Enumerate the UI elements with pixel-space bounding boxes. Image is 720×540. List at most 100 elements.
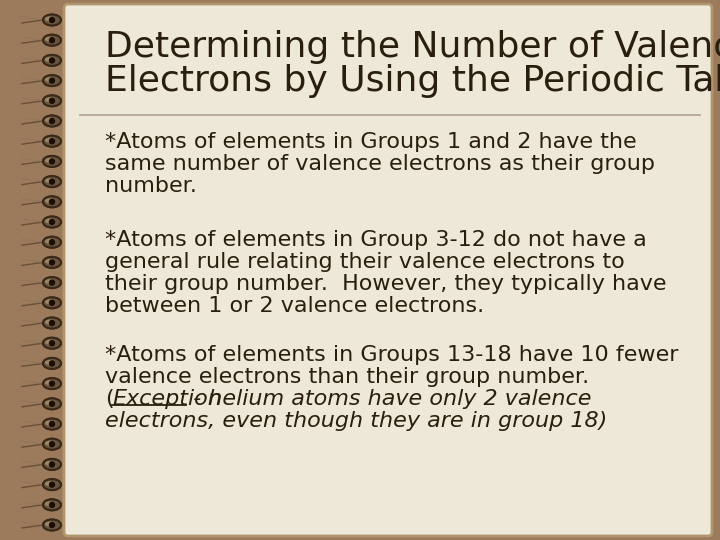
Ellipse shape <box>42 478 62 491</box>
Ellipse shape <box>42 296 62 309</box>
Ellipse shape <box>42 54 62 67</box>
Ellipse shape <box>45 77 55 82</box>
Circle shape <box>50 280 55 285</box>
Ellipse shape <box>45 97 55 102</box>
Circle shape <box>50 98 55 103</box>
Ellipse shape <box>45 501 55 507</box>
Circle shape <box>50 401 55 406</box>
Ellipse shape <box>43 55 61 66</box>
Circle shape <box>50 321 55 326</box>
Ellipse shape <box>43 136 61 147</box>
Text: Electrons by Using the Periodic Table: Electrons by Using the Periodic Table <box>105 64 720 98</box>
Circle shape <box>50 199 55 204</box>
Ellipse shape <box>42 155 62 168</box>
Ellipse shape <box>45 299 55 305</box>
Ellipse shape <box>42 337 62 350</box>
Text: their group number.  However, they typically have: their group number. However, they typica… <box>105 274 667 294</box>
Circle shape <box>50 260 55 265</box>
Ellipse shape <box>43 217 61 227</box>
Circle shape <box>50 462 55 467</box>
Text: same number of valence electrons as their group: same number of valence electrons as thei… <box>105 154 655 174</box>
Ellipse shape <box>42 316 62 329</box>
Ellipse shape <box>45 340 55 345</box>
Ellipse shape <box>43 358 61 369</box>
Text: general rule relating their valence electrons to: general rule relating their valence elec… <box>105 252 625 272</box>
Ellipse shape <box>42 417 62 430</box>
Ellipse shape <box>42 377 62 390</box>
Ellipse shape <box>43 257 61 268</box>
Ellipse shape <box>43 338 61 349</box>
Ellipse shape <box>45 421 55 426</box>
Ellipse shape <box>43 459 61 470</box>
Text: (: ( <box>105 389 114 409</box>
Ellipse shape <box>45 400 55 406</box>
Ellipse shape <box>43 237 61 248</box>
Text: *Atoms of elements in Groups 13-18 have 10 fewer: *Atoms of elements in Groups 13-18 have … <box>105 345 678 365</box>
Ellipse shape <box>45 57 55 62</box>
Ellipse shape <box>43 519 61 530</box>
Ellipse shape <box>43 378 61 389</box>
Ellipse shape <box>45 17 55 22</box>
Circle shape <box>50 502 55 507</box>
Text: - helium atoms have only 2 valence: - helium atoms have only 2 valence <box>186 389 592 409</box>
Ellipse shape <box>42 195 62 208</box>
Ellipse shape <box>43 116 61 126</box>
Circle shape <box>50 341 55 346</box>
Circle shape <box>50 240 55 245</box>
Ellipse shape <box>43 15 61 25</box>
Ellipse shape <box>42 94 62 107</box>
Circle shape <box>50 442 55 447</box>
Ellipse shape <box>42 14 62 26</box>
Ellipse shape <box>42 357 62 370</box>
Ellipse shape <box>43 176 61 187</box>
Ellipse shape <box>45 37 55 42</box>
Ellipse shape <box>42 235 62 249</box>
Ellipse shape <box>45 158 55 163</box>
Ellipse shape <box>45 320 55 325</box>
Ellipse shape <box>45 461 55 466</box>
Text: Determining the Number of Valence: Determining the Number of Valence <box>105 30 720 64</box>
Text: Exception: Exception <box>112 389 222 409</box>
Text: number.: number. <box>105 176 197 196</box>
Ellipse shape <box>45 441 55 446</box>
Circle shape <box>50 78 55 83</box>
Ellipse shape <box>43 298 61 308</box>
Ellipse shape <box>45 522 55 526</box>
Circle shape <box>50 422 55 427</box>
Circle shape <box>50 361 55 366</box>
Ellipse shape <box>42 33 62 46</box>
Circle shape <box>50 17 55 23</box>
Circle shape <box>50 159 55 164</box>
Circle shape <box>50 482 55 487</box>
Ellipse shape <box>45 138 55 143</box>
Ellipse shape <box>42 518 62 531</box>
Text: valence electrons than their group number.: valence electrons than their group numbe… <box>105 367 589 387</box>
Ellipse shape <box>45 481 55 486</box>
Circle shape <box>50 523 55 528</box>
Ellipse shape <box>45 279 55 284</box>
Ellipse shape <box>43 197 61 207</box>
Ellipse shape <box>43 95 61 106</box>
Ellipse shape <box>43 479 61 490</box>
Circle shape <box>50 139 55 144</box>
Circle shape <box>50 58 55 63</box>
Ellipse shape <box>42 458 62 471</box>
Ellipse shape <box>42 438 62 451</box>
Ellipse shape <box>45 178 55 183</box>
Ellipse shape <box>45 118 55 123</box>
Ellipse shape <box>43 399 61 409</box>
Ellipse shape <box>45 380 55 385</box>
Ellipse shape <box>43 277 61 288</box>
Circle shape <box>50 118 55 124</box>
Circle shape <box>50 300 55 305</box>
Ellipse shape <box>45 360 55 365</box>
Ellipse shape <box>43 418 61 429</box>
Circle shape <box>50 179 55 184</box>
Ellipse shape <box>42 276 62 289</box>
Ellipse shape <box>42 397 62 410</box>
Ellipse shape <box>42 175 62 188</box>
Ellipse shape <box>43 500 61 510</box>
Ellipse shape <box>43 318 61 328</box>
Text: *Atoms of elements in Groups 1 and 2 have the: *Atoms of elements in Groups 1 and 2 hav… <box>105 132 636 152</box>
Ellipse shape <box>42 215 62 228</box>
